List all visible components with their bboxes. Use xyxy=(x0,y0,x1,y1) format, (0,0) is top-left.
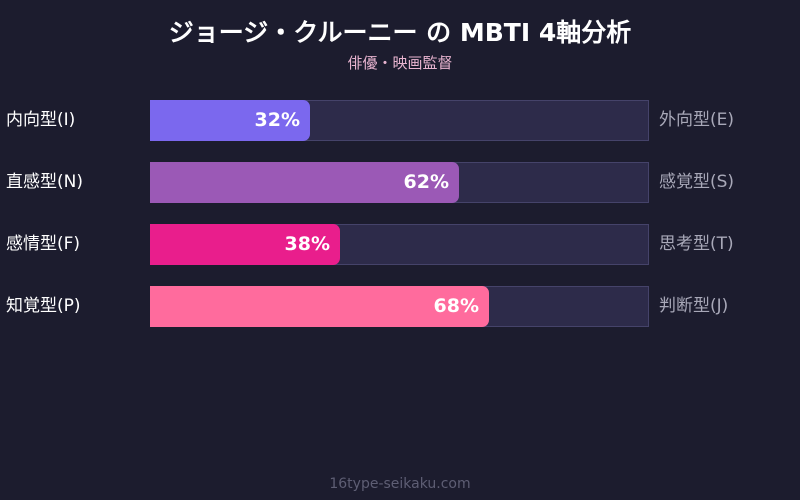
axis-left-label: 直感型(N) xyxy=(6,172,83,192)
axis-left-label: 知覚型(P) xyxy=(6,296,81,316)
axis-right-label: 思考型(T) xyxy=(659,234,734,254)
axis-left-label: 感情型(F) xyxy=(6,234,81,254)
chart-subtitle: 俳優・映画監督 xyxy=(347,54,453,72)
axis-right-label: 感覚型(S) xyxy=(659,172,735,192)
bar-fill xyxy=(150,224,340,265)
bar-fill xyxy=(150,100,310,141)
axis-row: 直感型(N) 62% 感覚型(S) xyxy=(0,162,800,206)
bar-value-label: 62% xyxy=(403,171,449,193)
axis-right-label: 判断型(J) xyxy=(659,296,729,316)
bar-fill xyxy=(150,162,459,203)
chart-title: ジョージ・クルーニー の MBTI 4軸分析 xyxy=(168,18,632,47)
site-footer: 16type-seikaku.com xyxy=(329,476,471,492)
bar-fill xyxy=(150,286,489,327)
bar-value-label: 68% xyxy=(433,295,479,317)
axis-row: 内向型(I) 32% 外向型(E) xyxy=(0,100,800,144)
axis-right-label: 外向型(E) xyxy=(659,110,735,130)
bar-value-label: 32% xyxy=(254,109,300,131)
bar-value-label: 38% xyxy=(284,233,330,255)
axis-row: 知覚型(P) 68% 判断型(J) xyxy=(0,286,800,330)
axis-row: 感情型(F) 38% 思考型(T) xyxy=(0,224,800,268)
axis-left-label: 内向型(I) xyxy=(6,110,76,130)
